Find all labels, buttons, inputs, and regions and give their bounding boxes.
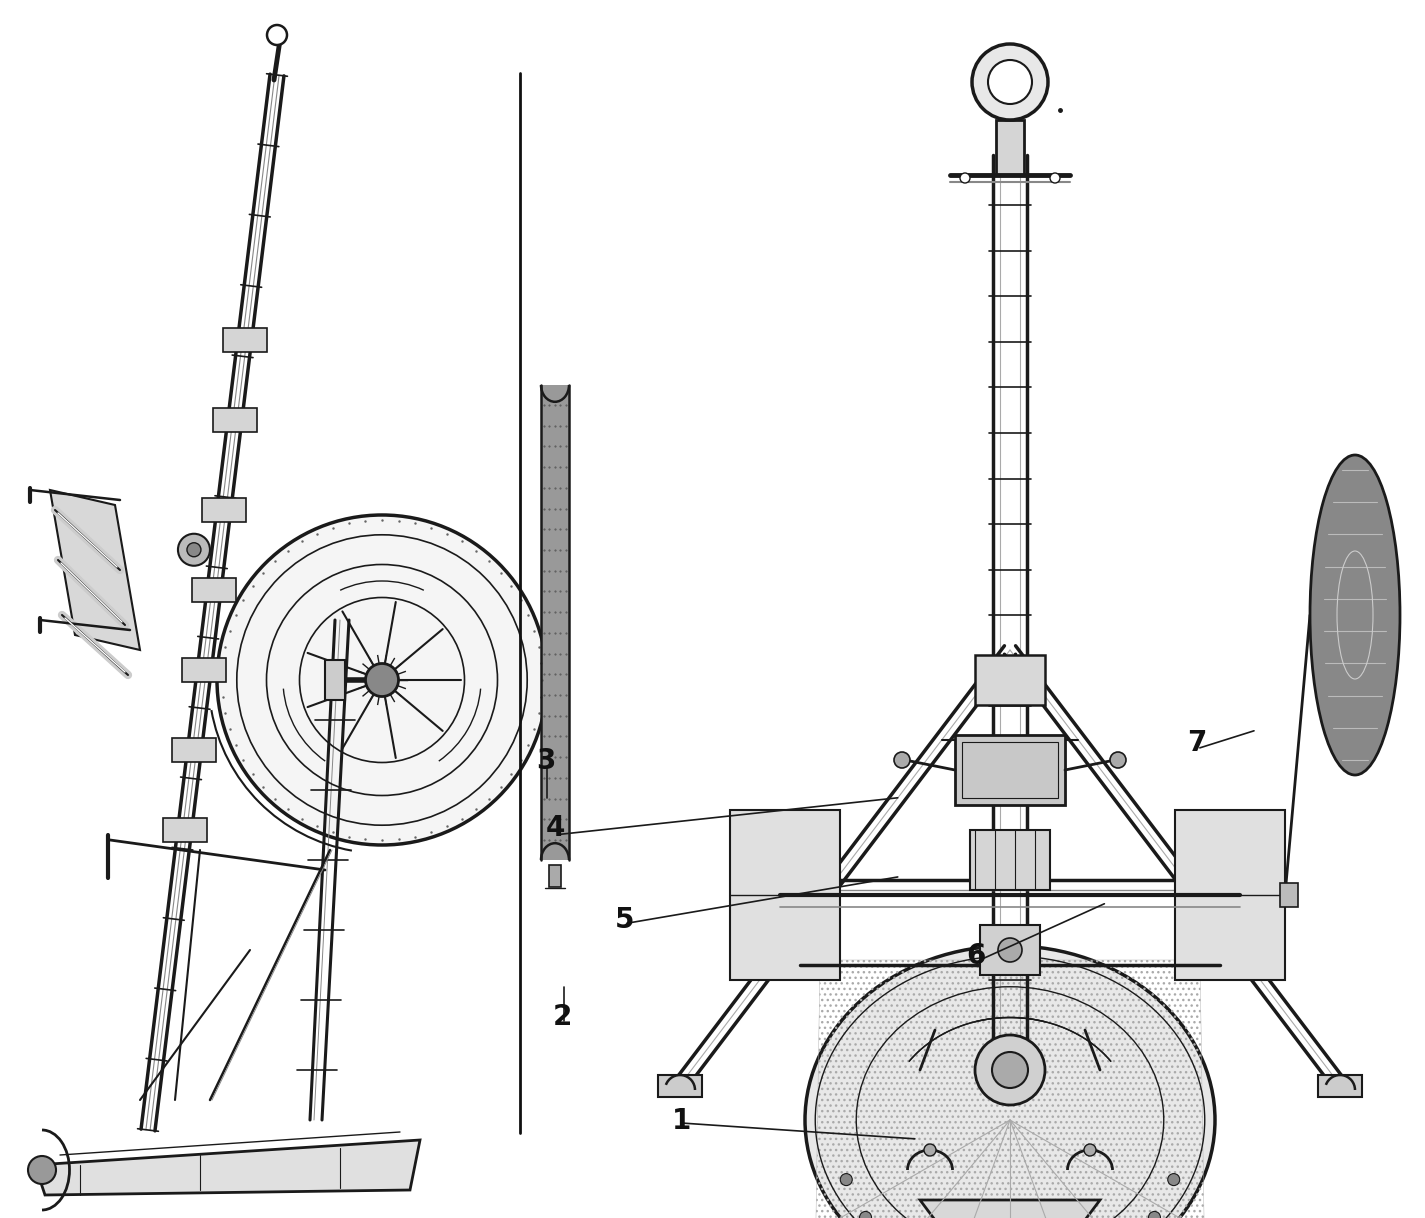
Circle shape — [841, 1174, 852, 1185]
Text: 3: 3 — [536, 748, 556, 775]
Circle shape — [859, 1212, 872, 1218]
Bar — [202, 498, 245, 523]
Polygon shape — [542, 385, 569, 860]
Circle shape — [1110, 752, 1126, 769]
Bar — [1280, 883, 1298, 907]
Bar — [980, 924, 1040, 974]
Bar — [1318, 1075, 1362, 1097]
Bar — [172, 738, 217, 762]
Bar — [955, 734, 1064, 805]
Circle shape — [178, 533, 209, 565]
Circle shape — [28, 1156, 56, 1184]
Bar — [658, 1075, 703, 1097]
Circle shape — [1050, 173, 1060, 183]
Text: 4: 4 — [546, 815, 566, 842]
Ellipse shape — [1310, 456, 1399, 775]
Circle shape — [893, 752, 911, 769]
Text: 2: 2 — [553, 1004, 573, 1030]
Ellipse shape — [805, 945, 1216, 1218]
Text: 1: 1 — [671, 1107, 691, 1134]
Bar — [996, 121, 1025, 175]
Bar — [970, 829, 1050, 890]
Bar — [162, 818, 207, 842]
Polygon shape — [921, 1200, 1100, 1218]
Circle shape — [1167, 1174, 1180, 1185]
Polygon shape — [50, 490, 140, 650]
Circle shape — [992, 1052, 1027, 1088]
Text: 7: 7 — [1187, 730, 1207, 756]
Circle shape — [997, 938, 1022, 962]
Text: 5: 5 — [614, 906, 634, 933]
Bar — [975, 655, 1045, 705]
Circle shape — [960, 173, 970, 183]
Circle shape — [1149, 1212, 1160, 1218]
Circle shape — [975, 1035, 1045, 1105]
Text: 6: 6 — [966, 943, 986, 970]
Bar — [325, 660, 345, 700]
Bar — [1176, 810, 1285, 980]
Bar — [222, 328, 266, 352]
Polygon shape — [36, 1140, 420, 1195]
Bar — [192, 579, 237, 602]
Circle shape — [972, 44, 1047, 121]
Circle shape — [988, 60, 1032, 104]
Circle shape — [365, 664, 399, 697]
Bar — [549, 865, 561, 887]
Bar — [182, 658, 227, 682]
Circle shape — [1084, 1144, 1096, 1156]
Bar — [212, 408, 256, 432]
Circle shape — [187, 543, 201, 557]
Circle shape — [923, 1144, 936, 1156]
Bar — [962, 742, 1057, 798]
Circle shape — [217, 515, 547, 845]
Bar — [730, 810, 839, 980]
Circle shape — [266, 26, 286, 45]
